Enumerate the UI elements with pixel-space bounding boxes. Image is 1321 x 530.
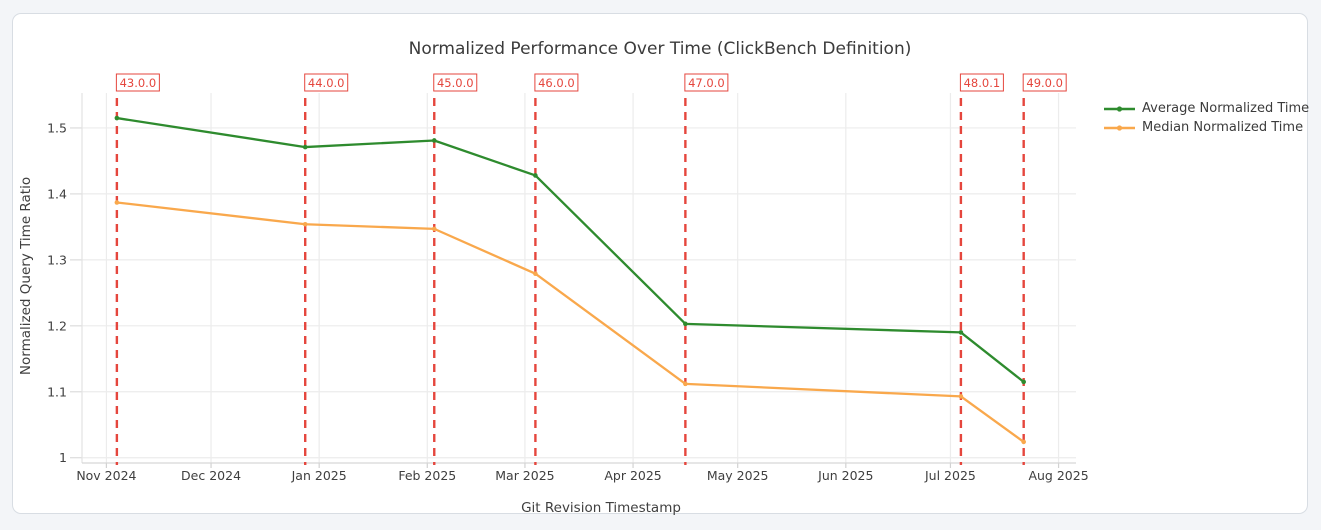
data-point-marker: [533, 173, 538, 178]
legend-item-label: Average Normalized Time: [1142, 101, 1310, 116]
y-tick-label: 1.3: [47, 252, 67, 267]
data-point-marker: [683, 381, 688, 387]
version-label: 47.0.0: [688, 76, 725, 90]
data-point-marker: [431, 226, 437, 232]
x-tick-label: Jun 2025: [817, 468, 873, 483]
version-label-box: [304, 73, 349, 92]
version-label-box: [959, 73, 1004, 92]
line-chart[interactable]: 1 1.1 1.2 1.3 1.4 1.5 Nov 2024 Dec 2024 Jan 2025…: [13, 14, 1309, 515]
version-label: 44.0.0: [308, 76, 345, 90]
data-point-marker: [114, 200, 120, 205]
legend-line-average-icon: [1104, 105, 1135, 112]
data-point-marker: [431, 138, 437, 143]
version-label: 46.0.0: [538, 76, 575, 90]
y-tick-label: 1.1: [47, 384, 67, 399]
x-tick-label: Nov 2024: [76, 468, 136, 483]
x-tick-label: Apr 2025: [604, 468, 661, 483]
version-label-box: [433, 73, 478, 92]
data-point-marker: [683, 321, 688, 327]
x-tick-label: Dec 2024: [181, 468, 241, 483]
data-point-marker: [533, 271, 538, 277]
data-point-marker: [958, 330, 964, 335]
chart-title: Normalized Performance Over Time (ClickB…: [408, 39, 912, 59]
version-label: 43.0.0: [120, 76, 157, 90]
data-point-marker: [958, 394, 964, 399]
legend: Average Normalized Time Median Normalize…: [1103, 100, 1309, 136]
x-tick-label: Feb 2025: [398, 468, 456, 483]
legend-item-median-normalized-time[interactable]: Median Normalized Time: [1103, 119, 1309, 136]
data-point-marker: [1021, 379, 1026, 385]
version-label: 49.0.0: [1026, 76, 1063, 90]
y-tick-label: 1: [59, 450, 67, 465]
chart-card: Normalized Performance Over Time (ClickB…: [12, 13, 1309, 516]
x-tick-label: Aug 2025: [1028, 468, 1088, 483]
x-tick-label: Jul 2025: [924, 468, 976, 483]
x-axis-title: Git Revision Timestamp: [521, 500, 681, 516]
version-label-box: [115, 73, 160, 92]
legend-line-median-icon: [1104, 124, 1135, 131]
version-label: 48.0.1: [964, 76, 1001, 90]
legend-item-label: Median Normalized Time: [1142, 120, 1304, 135]
plot-area[interactable]: [82, 93, 1076, 463]
y-tick-label: 1.4: [47, 186, 67, 201]
version-label-box: [684, 73, 729, 92]
data-point-marker: [302, 221, 308, 227]
y-axis-title: Normalized Query Time Ratio: [18, 176, 34, 376]
version-label-box: [1022, 73, 1067, 92]
y-tick-label: 1.5: [47, 120, 67, 135]
legend-item-average-normalized-time[interactable]: Average Normalized Time: [1103, 100, 1309, 117]
x-tick-label: May 2025: [707, 468, 769, 483]
x-tick-label: Mar 2025: [495, 468, 554, 483]
y-tick-label: 1.2: [47, 318, 67, 333]
version-label: 45.0.0: [437, 76, 474, 90]
data-point-marker: [114, 115, 120, 121]
data-point-marker: [1021, 439, 1026, 445]
data-point-marker: [302, 144, 308, 150]
x-tick-label: Jan 2025: [291, 468, 347, 483]
version-label-box: [534, 73, 579, 92]
